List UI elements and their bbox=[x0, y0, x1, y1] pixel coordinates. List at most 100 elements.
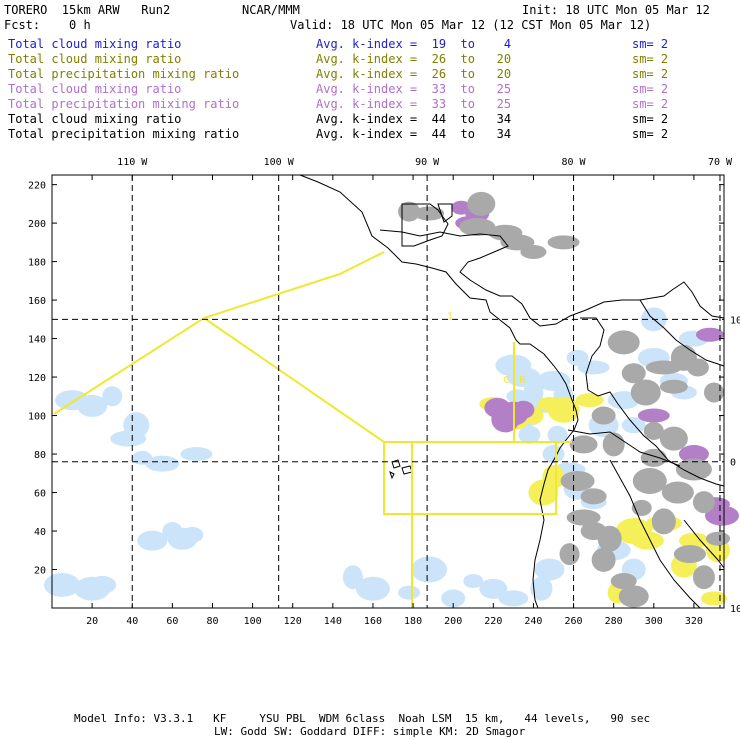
field-level-4-patch bbox=[630, 379, 661, 406]
field-level-1-patch bbox=[506, 389, 529, 404]
legend-row: Total cloud mixing ratio Avg. k-index = … bbox=[4, 82, 734, 152]
field-level-1-patch bbox=[355, 576, 390, 601]
field-level-4-patch bbox=[610, 573, 637, 590]
y-tick-label: 180 bbox=[28, 258, 46, 269]
field-level-1-patch bbox=[77, 394, 108, 417]
y-tick-label: 40 bbox=[34, 527, 46, 538]
field-level-4-patch bbox=[547, 235, 580, 250]
field-level-3-patch bbox=[678, 445, 709, 464]
valid-time: Valid: 18 UTC Mon 05 Mar 12 (12 CST Mon … bbox=[290, 18, 652, 32]
galapagos-islands bbox=[389, 459, 413, 480]
galapagos-box bbox=[384, 441, 572, 608]
field-level-4-patch bbox=[705, 531, 730, 546]
x-tick-label: 180 bbox=[404, 616, 422, 627]
field-level-2-patch bbox=[700, 591, 727, 606]
coastline-south-america bbox=[580, 317, 725, 487]
field-level-4-patch bbox=[566, 509, 601, 526]
legend-kindex: Avg. k-index = 33 to 25 bbox=[316, 82, 512, 96]
y-tick-label: 20 bbox=[34, 566, 46, 577]
longitude-label: 100 W bbox=[264, 157, 295, 168]
x-tick-label: 60 bbox=[166, 616, 178, 627]
legend-kindex: Avg. k-index = 19 to 4 bbox=[316, 37, 512, 51]
legend-sm: sm= 2 bbox=[632, 52, 669, 66]
x-tick-label: 300 bbox=[645, 616, 663, 627]
map-label: R bbox=[519, 375, 526, 386]
x-tick-label: 260 bbox=[565, 616, 583, 627]
forecast-hour: Fcst: 0 h bbox=[4, 18, 91, 32]
longitude-label: 110 W bbox=[117, 157, 148, 168]
x-tick-label: 240 bbox=[524, 616, 542, 627]
coastline-caribbean bbox=[379, 229, 725, 327]
field-level-4-patch bbox=[703, 382, 724, 403]
legend-row: Total cloud mixing ratio Avg. k-index = … bbox=[4, 52, 734, 122]
legend-kindex: Avg. k-index = 44 to 34 bbox=[316, 127, 512, 141]
legend-row: Total precipitation mixing ratio Avg. k-… bbox=[4, 127, 734, 197]
legend-row: Total precipitation mixing ratio Avg. k-… bbox=[4, 67, 734, 137]
field-level-2-patch bbox=[631, 531, 664, 550]
y-tick-label: 120 bbox=[28, 373, 46, 384]
field-level-1-patch bbox=[44, 572, 81, 597]
field-level-4-patch bbox=[632, 467, 667, 494]
x-tick-label: 120 bbox=[284, 616, 302, 627]
field-level-1-patch bbox=[180, 447, 213, 462]
legend-row: Total precipitation mixing ratio Avg. k-… bbox=[4, 97, 734, 167]
y-tick-label: 140 bbox=[28, 335, 46, 346]
field-level-4-patch bbox=[675, 458, 712, 481]
legend-sm: sm= 2 bbox=[632, 37, 669, 51]
border-belize bbox=[437, 203, 453, 223]
field-level-1-patch bbox=[479, 578, 508, 599]
field-level-4-patch bbox=[569, 435, 598, 454]
x-tick-label: 140 bbox=[324, 616, 342, 627]
field-level-4-patch bbox=[607, 330, 640, 355]
x-tick-label: 220 bbox=[484, 616, 502, 627]
field-level-1-patch bbox=[137, 530, 168, 551]
field-level-1-patch bbox=[547, 425, 568, 444]
field-level-1-patch bbox=[88, 575, 117, 594]
model-title: TORERO 15km ARW Run2 bbox=[4, 3, 171, 17]
field-level-4-patch bbox=[580, 488, 607, 505]
field-level-4-patch bbox=[659, 379, 688, 394]
field-level-4-patch bbox=[686, 358, 709, 377]
border-brazil bbox=[683, 519, 725, 569]
latitude-label: 0 bbox=[730, 458, 736, 469]
field-level-4-patch bbox=[398, 201, 421, 222]
longitude-label: 90 W bbox=[415, 157, 440, 168]
field-level-4-patch bbox=[692, 565, 715, 590]
legend-field: Total precipitation mixing ratio bbox=[8, 97, 240, 111]
legend-field: Total cloud mixing ratio bbox=[8, 112, 182, 126]
y-tick-label: 80 bbox=[34, 450, 46, 461]
center-label: NCAR/MMM bbox=[242, 3, 300, 17]
longitude-label: 80 W bbox=[562, 157, 587, 168]
field-level-2-patch bbox=[678, 532, 709, 549]
legend-row: Total cloud mixing ratio Avg. k-index = … bbox=[4, 37, 734, 107]
field-level-4-patch bbox=[621, 363, 646, 384]
legend-sm: sm= 2 bbox=[632, 82, 669, 96]
field-level-4-patch bbox=[618, 585, 649, 608]
field-level-2-patch bbox=[575, 393, 604, 408]
field-level-1-patch bbox=[523, 379, 544, 406]
map-text-labels: 110 W 100 W 90 W 80 W 70 W 10 N 0 10 S 20 40 60 80 1… bbox=[28, 157, 740, 627]
legend-field: Total precipitation mixing ratio bbox=[8, 67, 240, 81]
y-tick-label: 220 bbox=[28, 181, 46, 192]
field-level-1-patch bbox=[534, 558, 565, 581]
field-level-4-patch bbox=[591, 406, 616, 425]
field-level-1-patch bbox=[145, 455, 180, 472]
field-level-1-patch bbox=[577, 360, 610, 375]
x-tick-label: 320 bbox=[685, 616, 703, 627]
field-level-4-patch bbox=[591, 547, 616, 572]
x-tick-label: 160 bbox=[364, 616, 382, 627]
plot-border bbox=[51, 174, 725, 609]
latitude-label: 10 N bbox=[730, 315, 740, 326]
field-level-3-patch bbox=[704, 505, 739, 526]
x-tick-label: 280 bbox=[605, 616, 623, 627]
domain-boxes bbox=[53, 251, 572, 608]
nested-domain-outline bbox=[53, 251, 557, 515]
coastlines bbox=[299, 174, 725, 609]
y-tick-label: 160 bbox=[28, 296, 46, 307]
legend-field: Total cloud mixing ratio bbox=[8, 52, 182, 66]
field-level-1-patch bbox=[621, 417, 646, 434]
border-colombia-ecuador bbox=[567, 429, 681, 467]
physics-info-line: LW: Godd SW: Goddard DIFF: simple KM: 2D… bbox=[214, 725, 526, 738]
field-level-4-patch bbox=[488, 224, 523, 241]
field-level-4-patch bbox=[643, 421, 664, 440]
